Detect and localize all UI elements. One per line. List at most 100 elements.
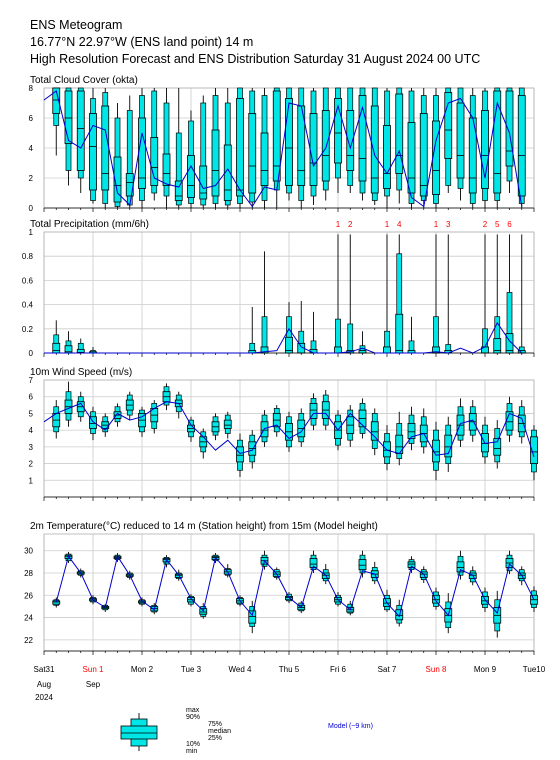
ens-box [52,320,61,354]
ens-box [199,95,208,208]
box-p25-p75 [101,105,110,191]
box-p25-p75 [248,113,257,194]
ens-box [358,398,367,439]
y-tick-label: 0 [29,349,34,358]
y-tick-label: 2 [29,460,34,469]
ens-box [272,87,281,208]
box-p25-p75 [187,155,195,198]
ens-box [456,550,465,580]
box-p25-p75 [309,113,318,186]
ens-box [383,234,391,354]
y-tick-label: 7 [29,376,34,385]
legend-p25-label: 25% [208,735,222,742]
ens-box [248,88,257,208]
ens-box [285,87,293,201]
ens-box [89,346,97,354]
day-label: Sat 7 [378,665,397,674]
ens-box [444,234,453,354]
day-label: Mon 2 [131,665,154,674]
ens-box [248,307,257,354]
ens-box [505,396,514,442]
y-tick-label: 6 [29,393,34,402]
exceed-count-label: 1 [434,220,439,229]
day-label: Thu 5 [279,665,300,674]
hres-line [43,401,535,458]
y-tick-label: 1 [29,476,34,485]
box-p25-p75 [272,90,281,182]
box-p25-p75 [432,594,440,604]
ens-box [493,420,502,469]
y-tick-label: 0 [29,204,34,213]
month-label: Sep [86,680,101,689]
ens-box [493,87,502,208]
hres-line [43,90,523,208]
ens-box [64,331,73,354]
box-p25-p75 [236,446,244,463]
panel-title: 10m Wind Speed (m/s) [30,367,132,378]
legend-p10-label: 10% [186,741,200,748]
box-p25-p75 [370,421,379,441]
y-tick-label: 24 [24,614,33,623]
box-p25-p75 [223,144,232,201]
ens-box [248,600,257,634]
box-p25-p75 [358,559,367,571]
ens-box [517,234,526,354]
box-p25-p75 [113,156,122,203]
box-p25-p75 [346,110,355,171]
box-p25-p75 [530,436,538,464]
box-p25-p75 [370,105,379,194]
ens-box [260,88,269,208]
day-label: Mon 9 [474,665,497,674]
ens-box [223,564,232,578]
ens-box [223,411,232,439]
y-tick-label: 28 [24,569,33,578]
year-label: 2024 [35,693,53,702]
x-axis-labels: Sat31 Aug 2024 Sun 1 Sep Mon 2 Tue 3 Wed 4 Thu 5… [34,665,546,702]
exceed-count-label: 2 [483,220,488,229]
box-p25-p75 [493,90,502,194]
ens-box [211,88,220,208]
ens-box [383,589,391,612]
panel-title: 2m Temperature(°C) reduced to 14 m (Stat… [30,521,378,532]
ens-box [334,87,342,193]
exceed-count-label: 5 [495,220,500,229]
exceed-count-label: 6 [507,220,512,229]
ens-box [297,300,306,354]
y-tick-label: 30 [24,547,33,556]
ens-box [174,88,183,208]
box-p25-p75 [456,102,465,179]
ens-box [52,400,61,439]
box-p25-p75 [505,333,514,354]
day-label: Sun 8 [426,665,447,674]
ens-box [101,88,110,208]
ens-box [272,405,281,437]
day-label: Fri 6 [330,665,347,674]
box-p25-p75 [260,132,269,186]
ens-box [211,413,220,441]
ens-box [321,87,330,201]
ens-box [456,87,465,201]
box-p10-p90 [163,102,170,197]
exceed-count-label: 4 [397,220,402,229]
ens-box [395,87,404,204]
meteogram-title: ENS Meteogram [30,18,123,32]
hres-line [55,555,535,618]
panel-4: 22 24 26 28 30 2m Temperature(°C) reduced to … [24,521,538,655]
y-tick-label: 1 [29,228,34,237]
box-p25-p75 [358,95,367,182]
box-p25-p75 [407,423,416,439]
ens-box [248,430,257,469]
y-tick-label: 4 [29,426,34,435]
ens-box [395,234,404,354]
box-p25-p75 [64,90,73,144]
ens-box [432,234,440,354]
panel-title: Total Precipitation (mm/6h) [30,219,149,230]
ens-box [223,88,232,208]
ens-box [64,87,73,186]
ens-box [199,428,208,459]
box-p25-p75 [395,313,404,354]
legend-median-label: median [208,728,231,735]
box-p10-p90 [347,323,354,354]
ens-box [125,391,134,421]
box-p25-p75 [383,441,391,458]
